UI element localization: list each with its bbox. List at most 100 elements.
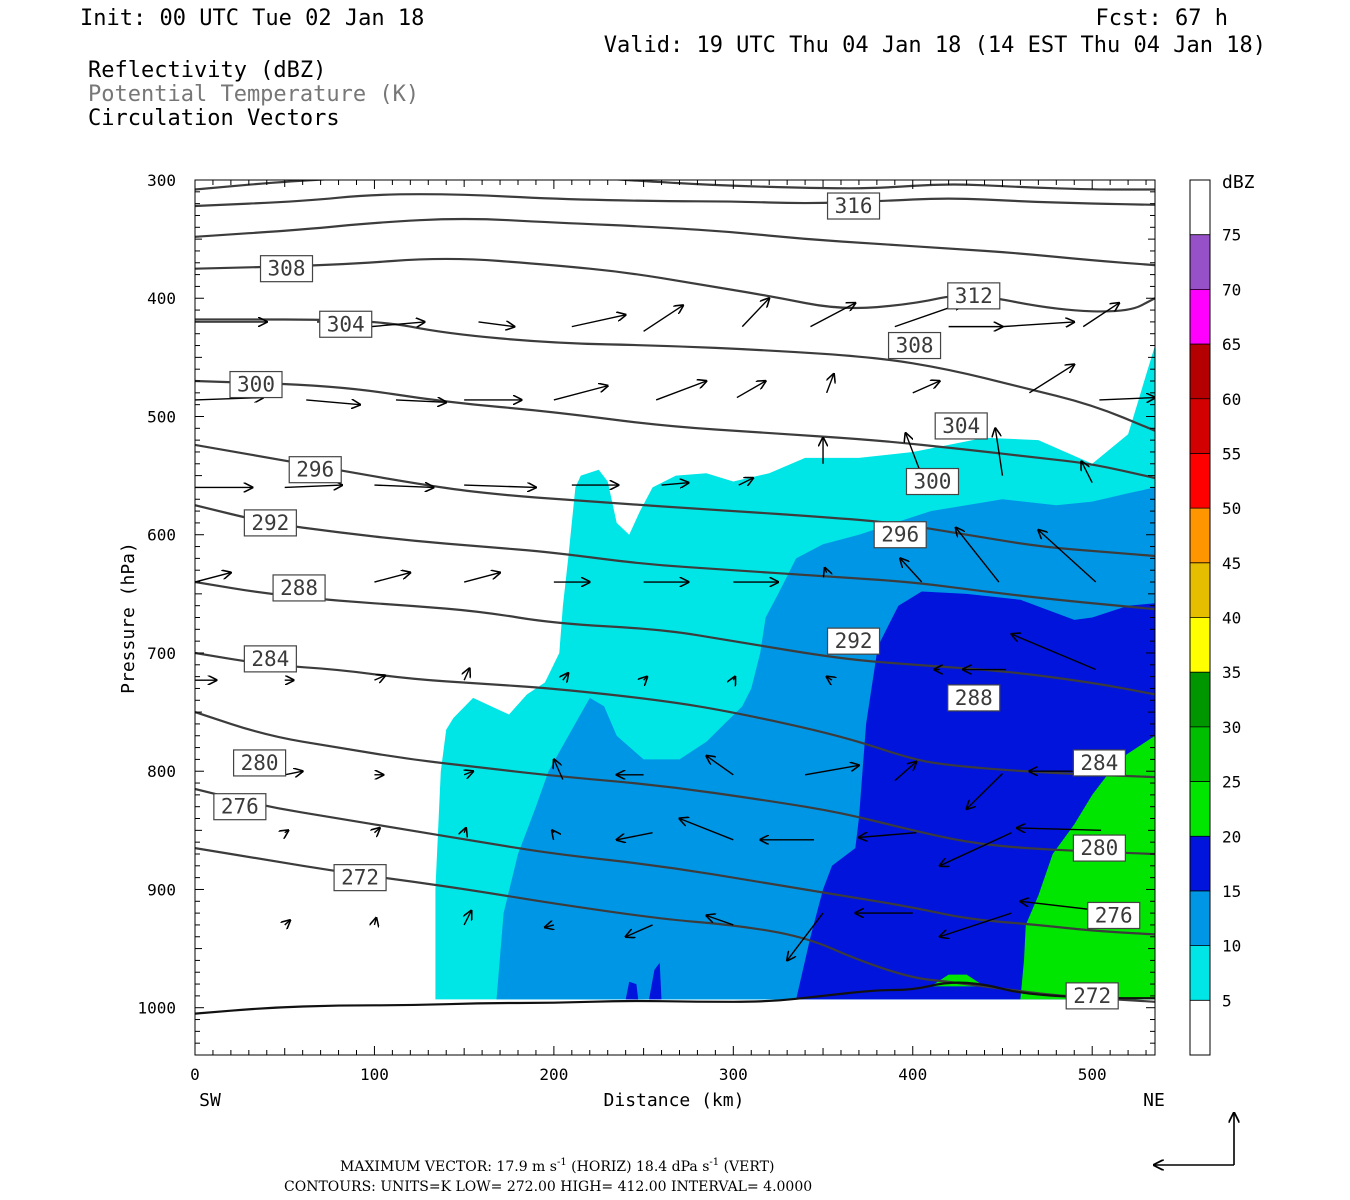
- circulation-vector: [617, 832, 653, 840]
- y-tick-label: 900: [147, 880, 176, 899]
- contour-label: 300: [914, 470, 952, 494]
- theta-contour-line: [195, 443, 1155, 558]
- x-tick-label: 300: [719, 1065, 748, 1084]
- colorbar-label: 55: [1222, 444, 1241, 463]
- colorbar-label: 10: [1222, 937, 1241, 956]
- circulation-vector: [825, 374, 834, 394]
- contour-label-box: [1072, 749, 1126, 777]
- x-tick-label: 0: [190, 1065, 200, 1084]
- x-tick-label: 400: [898, 1065, 927, 1084]
- plot-area: 316 308 312 304 308 300 304 296 300 292 296 288 292 2…: [137, 166, 1156, 1084]
- circulation-vector: [886, 166, 925, 171]
- colorbar-swatch: [1190, 234, 1210, 290]
- contour-label-box: [947, 684, 1001, 712]
- circulation-vector: [1082, 303, 1119, 328]
- colorbar-swatch: [1190, 562, 1210, 618]
- theta-contours: [195, 180, 1155, 1015]
- colorbar-label: 40: [1222, 609, 1241, 628]
- circulation-vector: [545, 925, 554, 927]
- colorbar-swatch: [1190, 726, 1210, 782]
- theta-contour-line: [195, 379, 1155, 480]
- contour-label: 272: [341, 866, 379, 890]
- circulation-vector: [940, 832, 1012, 866]
- field-theta: Potential Temperature (K): [88, 82, 419, 107]
- colorbar-swatch: [1190, 836, 1210, 891]
- circulation-vector: [661, 483, 689, 485]
- contour-label-box: [319, 310, 373, 338]
- colorbar-label: 65: [1222, 335, 1241, 354]
- circulation-vector: [827, 677, 832, 681]
- contour-label: 316: [835, 194, 873, 218]
- colorbar-swatch: [1190, 508, 1210, 563]
- circulation-vector: [900, 558, 923, 583]
- circulation-vector: [374, 918, 376, 925]
- colorbar-label: 45: [1222, 554, 1241, 573]
- init-time: Init: 00 UTC Tue 02 Jan 18: [80, 6, 424, 31]
- contour-label-box: [259, 255, 314, 283]
- circulation-vector: [374, 485, 433, 487]
- contour-label: 284: [1080, 751, 1118, 775]
- colorbar-swatch: [1190, 1000, 1210, 1055]
- circulation-vector: [374, 573, 410, 583]
- circulation-vector: [195, 573, 231, 583]
- colorbar-swatch: [1190, 344, 1210, 399]
- circulation-vector: [626, 168, 694, 173]
- contour-label-box: [333, 864, 387, 892]
- y-axis-label: Pressure (hPa): [118, 542, 139, 694]
- theta-contour-line: [195, 651, 1155, 779]
- circulation-vector: [571, 315, 626, 328]
- theta-contour-line: [195, 180, 1155, 191]
- circulation-vector: [563, 673, 568, 680]
- circulation-vector: [859, 833, 917, 838]
- contour-label-box: [288, 456, 342, 484]
- contour-label-box: [243, 645, 297, 673]
- contour-label-box: [826, 627, 881, 655]
- reflectivity-region-15dbz: [649, 962, 662, 1000]
- circulation-vector: [679, 819, 734, 841]
- circulation-vector: [644, 677, 648, 681]
- y-tick-label: 600: [147, 526, 176, 545]
- circulation-vector: [1017, 828, 1102, 830]
- colorbar: 5 10 15 20 25 30 35 40 45 50 55 60 65 70 75: [1189, 179, 1241, 1056]
- valid-time: Valid: 19 UTC Thu 04 Jan 18 (14 EST Thu …: [604, 33, 1266, 58]
- x-tick-label: 200: [539, 1065, 568, 1084]
- theta-contour-line: [195, 257, 1155, 313]
- colorbar-swatch: [1190, 180, 1210, 235]
- reflectivity-region-15dbz: [625, 981, 639, 1000]
- circulation-vector: [1002, 322, 1074, 327]
- circulation-vector: [967, 773, 1003, 809]
- circulation-vector: [787, 912, 824, 960]
- circulation-vector: [706, 915, 734, 926]
- x-tick-label: 500: [1078, 1065, 1107, 1084]
- circulation-vector: [736, 381, 766, 399]
- contour-label: 288: [955, 686, 993, 710]
- circulation-vector: [956, 528, 1000, 583]
- circulation-vector: [464, 911, 471, 926]
- colorbar-label: 5: [1222, 991, 1232, 1010]
- circulation-vector: [1101, 166, 1114, 175]
- contour-label-box: [905, 467, 960, 496]
- circulation-vector: [738, 478, 753, 485]
- circulation-vector: [712, 168, 769, 173]
- circulation-vector: [553, 386, 608, 401]
- contour-label: 300: [237, 373, 275, 397]
- colorbar-swatch: [1190, 781, 1210, 837]
- contour-label-box: [213, 793, 267, 821]
- axis-ticks: 0 100 200 300 400 500 300 400 500 600 700 800 900 100…: [137, 171, 1155, 1084]
- contour-label: 288: [280, 576, 318, 600]
- contour-label: 312: [955, 284, 993, 308]
- contour-label: 280: [1080, 836, 1118, 860]
- colorbar-swatch: [1190, 398, 1210, 454]
- colorbar-title: dBZ: [1222, 172, 1255, 193]
- circulation-vector: [1011, 634, 1097, 671]
- y-tick-label: 700: [147, 644, 176, 663]
- colorbar-label: 75: [1222, 226, 1241, 245]
- circulation-vector: [284, 485, 342, 487]
- colorbar-label: 50: [1222, 499, 1241, 518]
- contour-label: 292: [835, 629, 873, 653]
- colorbar-label: 25: [1222, 773, 1241, 792]
- theta-contour-line: [195, 504, 1155, 611]
- circulation-vector: [655, 381, 706, 401]
- circulation-vector: [284, 771, 303, 775]
